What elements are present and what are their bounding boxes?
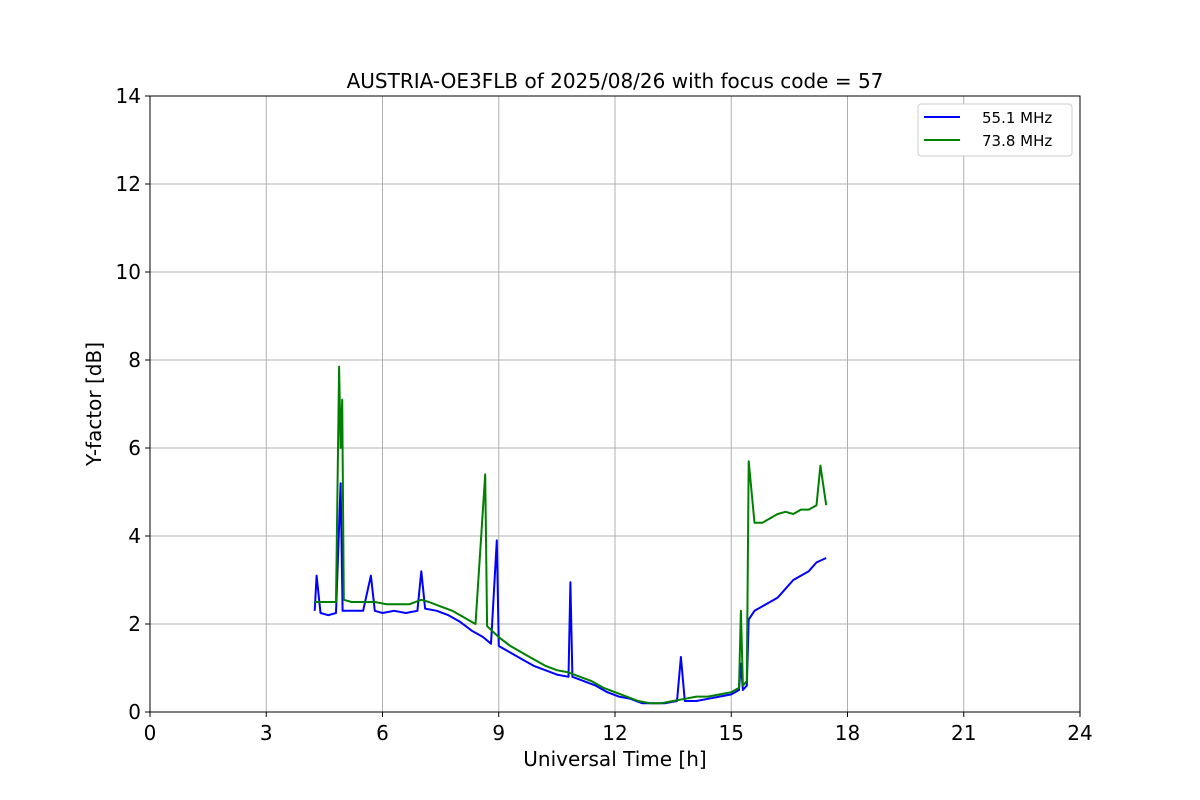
x-axis-ticks: 0 3 6 9 12 15 18 21 24 [144, 712, 1093, 745]
y-axis-label: Y-factor [dB] [82, 342, 106, 467]
y-tick-label: 0 [128, 700, 141, 724]
y-axis-ticks: 0 2 4 6 8 10 12 14 [116, 84, 150, 724]
y-tick-label: 2 [128, 612, 141, 636]
x-tick-label: 0 [144, 721, 157, 745]
x-tick-label: 24 [1067, 721, 1092, 745]
y-tick-label: 10 [116, 260, 141, 284]
series-layer [313, 365, 828, 705]
x-tick-label: 6 [376, 721, 389, 745]
chart-title: AUSTRIA-OE3FLB of 2025/08/26 with focus … [347, 69, 884, 93]
y-tick-label: 14 [116, 84, 141, 108]
y-tick-label: 12 [116, 172, 141, 196]
x-tick-label: 15 [719, 721, 744, 745]
x-tick-label: 21 [951, 721, 976, 745]
y-tick-label: 4 [128, 524, 141, 548]
legend-label-73-8: 73.8 MHz [982, 132, 1052, 150]
legend-label-55-1: 55.1 MHz [982, 109, 1052, 127]
x-tick-label: 18 [835, 721, 860, 745]
series-line-73-8-mhz [314, 365, 828, 705]
x-tick-label: 3 [260, 721, 273, 745]
x-axis-label: Universal Time [h] [523, 747, 706, 771]
y-tick-label: 8 [128, 348, 141, 372]
legend: 55.1 MHz 73.8 MHz [917, 103, 1073, 157]
x-tick-label: 12 [602, 721, 627, 745]
x-tick-label: 9 [492, 721, 505, 745]
y-tick-label: 6 [128, 436, 141, 460]
